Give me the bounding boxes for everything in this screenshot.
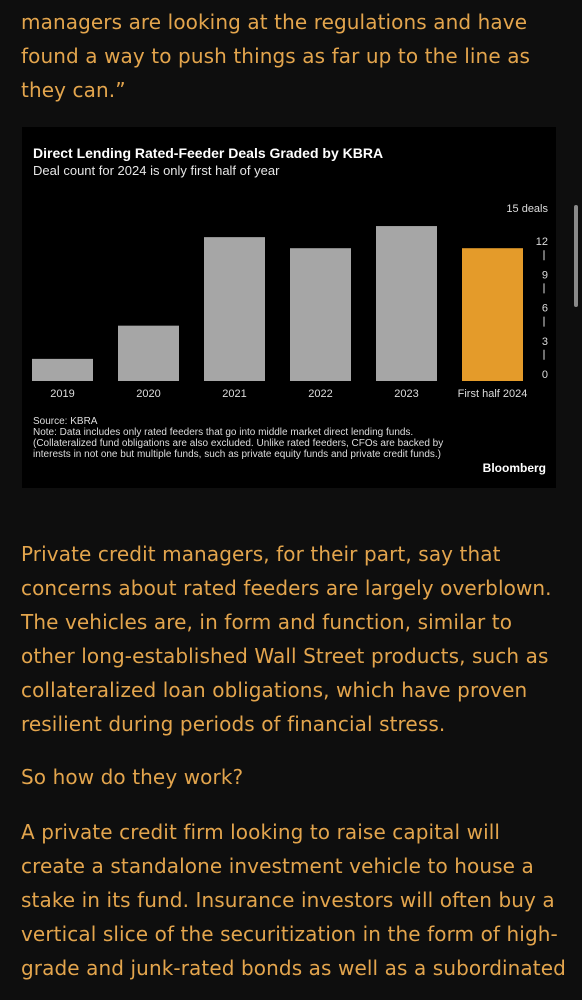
x-tick-label: 2021 bbox=[222, 388, 246, 400]
x-tick-label: First half 2024 bbox=[458, 388, 528, 400]
article-paragraph-1: Private credit managers, for their part,… bbox=[21, 542, 552, 736]
y-tick-label: 3 bbox=[542, 336, 548, 348]
bar-first-half-2024 bbox=[462, 248, 523, 381]
bar-2023 bbox=[376, 226, 437, 381]
y-tick-label: 12 bbox=[536, 236, 548, 248]
article-paragraph-3: A private credit firm looking to raise c… bbox=[21, 820, 566, 980]
chart-note: Note: Data includes only rated feeders t… bbox=[33, 427, 444, 460]
bar-chart: 2019 2020 2021 2022 2023 First half 2024 0 3 6 9 1… bbox=[32, 203, 548, 400]
article-paragraph-2: So how do they work? bbox=[21, 765, 244, 789]
x-tick-label: 2020 bbox=[136, 388, 160, 400]
chart-card: Direct Lending Rated-Feeder Deals Graded… bbox=[22, 127, 556, 488]
article-paragraph-top: managers are looking at the regulations … bbox=[21, 10, 531, 102]
scrollbar-thumb[interactable] bbox=[574, 205, 578, 307]
bar-2021 bbox=[204, 237, 265, 381]
chart-title: Direct Lending Rated-Feeder Deals Graded… bbox=[33, 145, 384, 161]
y-tick-label: 0 bbox=[542, 369, 548, 381]
chart-notes: Source: KBRA Note: Data includes only ra… bbox=[33, 416, 453, 460]
y-tick-label: 6 bbox=[542, 303, 548, 315]
x-tick-label: 2023 bbox=[394, 388, 418, 400]
y-tick-label: 9 bbox=[542, 269, 548, 281]
bar-2022 bbox=[290, 248, 351, 381]
chart-subtitle: Deal count for 2024 is only first half o… bbox=[33, 163, 280, 178]
bar-2019 bbox=[32, 358, 93, 381]
x-tick-label: 2019 bbox=[50, 388, 74, 400]
x-tick-label: 2022 bbox=[308, 388, 332, 400]
chart-source: Source: KBRA bbox=[33, 416, 98, 427]
bloomberg-logo: Bloomberg bbox=[482, 461, 546, 475]
bar-2020 bbox=[118, 325, 179, 381]
y-tick-label: 15 deals bbox=[506, 203, 548, 215]
